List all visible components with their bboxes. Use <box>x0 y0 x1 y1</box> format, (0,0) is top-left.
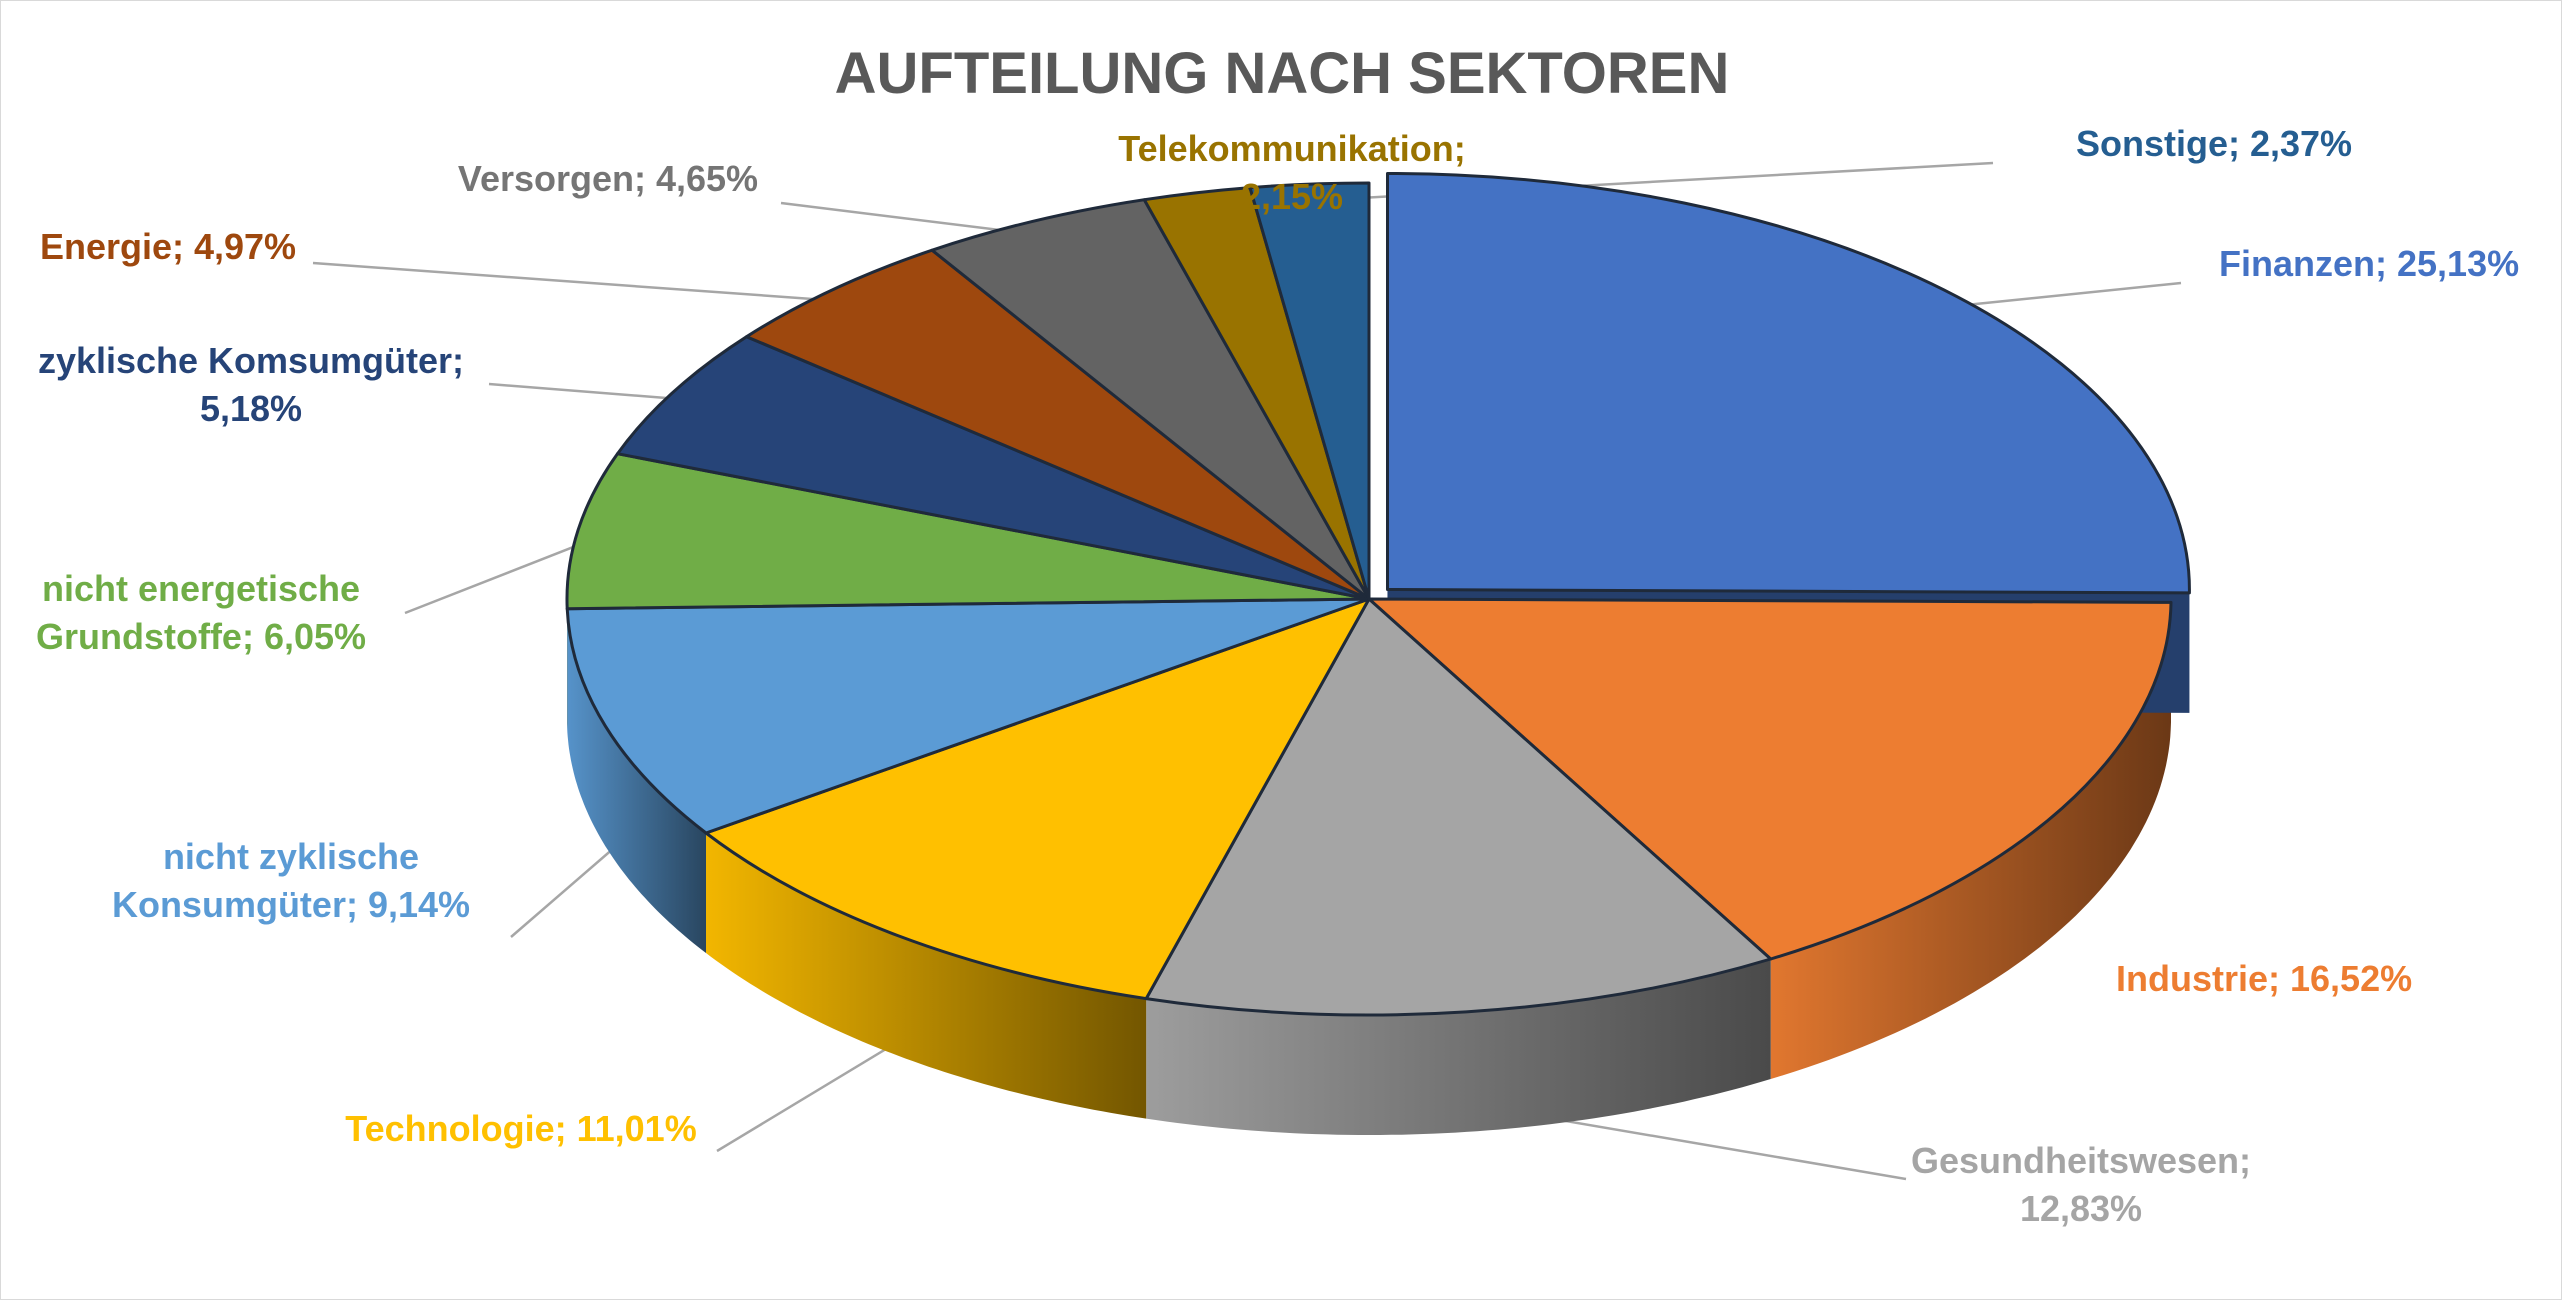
data-label-10: Sonstige; 2,37% <box>2076 123 2352 164</box>
data-label-7: Energie; 4,97% <box>40 226 296 267</box>
slice-side-3 <box>706 833 1147 1119</box>
slice-1 <box>1367 597 2173 961</box>
leader-line-3 <box>716 1029 918 1153</box>
slice-3 <box>704 597 1371 1001</box>
data-label-line: Energie; 4,97% <box>40 226 296 267</box>
slice-side-4 <box>567 608 706 953</box>
data-label-line: nicht zyklische <box>163 836 419 877</box>
data-label-line: nicht energetische <box>42 568 360 609</box>
data-label-line: Grundstoffe; 6,05% <box>36 616 366 657</box>
data-label-line: Sonstige; 2,37% <box>2076 123 2352 164</box>
data-labels: Finanzen; 25,13% Industrie; 16,52% Gesundh… <box>36 123 2519 1229</box>
slice-tops <box>565 172 2191 1017</box>
data-label-5: nicht energetische Grundstoffe; 6,05% <box>36 568 366 657</box>
data-label-line: Telekommunikation; <box>1118 128 1465 169</box>
chart-title: AUFTEILUNG NACH SEKTOREN <box>835 41 1730 106</box>
slice-7 <box>745 248 1371 601</box>
slice-8 <box>930 198 1371 601</box>
leader-line-0 <box>1933 281 2182 310</box>
data-label-line: zyklische Komsumgüter; <box>38 340 464 381</box>
data-label-line: Versorgen; 4,65% <box>458 158 758 199</box>
data-label-line: Industrie; 16,52% <box>2116 958 2412 999</box>
data-label-4: nicht zyklische Konsumgüter; 9,14% <box>112 836 470 925</box>
data-label-line: Finanzen; 25,13% <box>2219 243 2519 284</box>
slice-2 <box>1144 597 1773 1017</box>
leader-line-7 <box>312 261 855 304</box>
data-label-line: 2,15% <box>1241 176 1343 217</box>
slice-side-2 <box>1146 959 1771 1135</box>
data-label-line: 5,18% <box>200 388 302 429</box>
slice-6 <box>616 335 1371 601</box>
slice-side-1 <box>1770 602 2171 1079</box>
data-label-0: Finanzen; 25,13% <box>2219 243 2519 284</box>
data-label-9: Telekommunikation; 2,15% <box>1118 128 1465 217</box>
data-label-line: Konsumgüter; 9,14% <box>112 884 470 925</box>
slice-10 <box>1248 181 1371 601</box>
data-label-1: Industrie; 16,52% <box>2116 958 2412 999</box>
data-label-2: Gesundheitswesen; 12,83% <box>1911 1140 2251 1229</box>
slice-4 <box>565 597 1371 835</box>
data-label-line: Technologie; 11,01% <box>345 1108 696 1149</box>
data-label-8: Versorgen; 4,65% <box>458 158 758 199</box>
slice-0 <box>1386 172 2191 595</box>
slice-5 <box>565 452 1371 611</box>
data-label-6: zyklische Komsumgüter; 5,18% <box>38 340 464 429</box>
slice-sides <box>567 600 2171 1135</box>
data-label-line: Gesundheitswesen; <box>1911 1140 2251 1181</box>
data-label-line: 12,83% <box>2020 1188 2142 1229</box>
data-label-3: Technologie; 11,01% <box>345 1108 696 1149</box>
